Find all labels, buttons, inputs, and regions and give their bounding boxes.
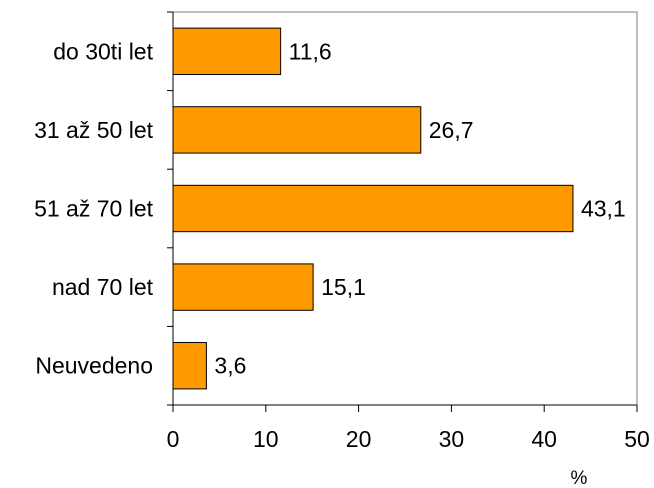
x-tick-label-1: 10 — [253, 426, 279, 452]
bar-4 — [172, 342, 207, 390]
data-label-3: 15,1 — [321, 274, 366, 300]
category-label-0: do 30ti let — [53, 38, 153, 64]
bar-0 — [172, 27, 282, 75]
data-label-1: 26,7 — [429, 117, 474, 143]
x-tick-label-0: 0 — [167, 426, 180, 452]
x-axis-title: % — [571, 468, 588, 488]
data-label-2: 43,1 — [581, 196, 626, 222]
category-label-2: 51 až 70 let — [34, 196, 154, 222]
data-label-4: 3,6 — [214, 353, 246, 379]
data-labels-group: 11,6 26,7 43,1 15,1 3,6 — [214, 38, 625, 378]
category-label-1: 31 až 50 let — [34, 117, 154, 143]
x-tick-label-3: 30 — [439, 426, 465, 452]
bar-3 — [172, 263, 314, 311]
bar-1 — [172, 106, 422, 154]
category-labels-group: do 30ti let 31 až 50 let 51 až 70 let nad 7… — [34, 38, 154, 378]
x-tick-label-4: 40 — [531, 426, 557, 452]
bars-group — [172, 27, 574, 390]
category-label-3: nad 70 let — [52, 274, 154, 300]
x-tick-label-2: 20 — [346, 426, 372, 452]
bar-2 — [172, 184, 574, 233]
x-tick-label-5: 50 — [624, 426, 650, 452]
x-axis: 0 10 20 30 40 50 — [167, 11, 650, 452]
category-label-4: Neuvedeno — [35, 353, 153, 379]
data-label-0: 11,6 — [289, 38, 332, 64]
